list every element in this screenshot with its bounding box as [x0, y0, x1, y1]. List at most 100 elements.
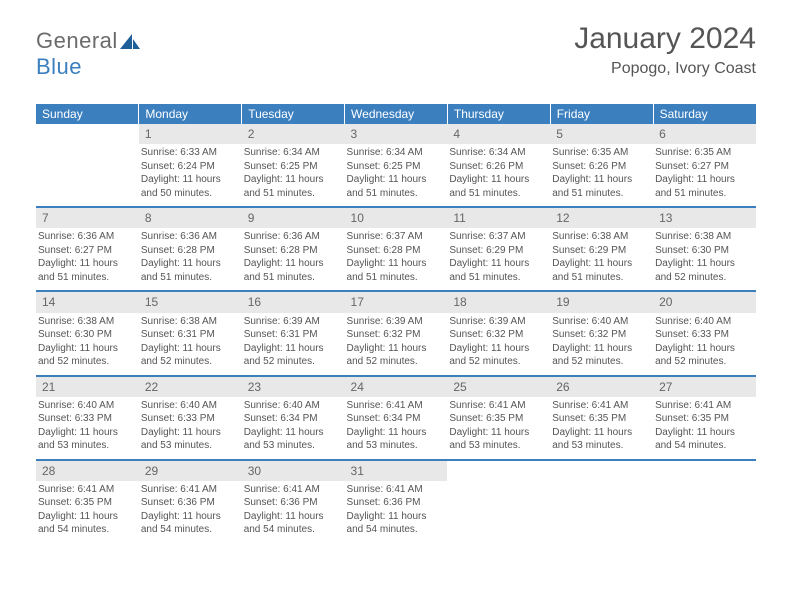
weekday-header: Thursday [447, 104, 550, 124]
weekday-header-row: SundayMondayTuesdayWednesdayThursdayFrid… [36, 104, 756, 124]
daylight-line: Daylight: 11 hours and 51 minutes. [449, 257, 546, 284]
month-year: January 2024 [574, 22, 756, 56]
day-details: Sunrise: 6:37 AMSunset: 6:28 PMDaylight:… [345, 228, 448, 284]
day-number: 15 [139, 292, 242, 312]
daylight-line: Daylight: 11 hours and 54 minutes. [347, 510, 444, 537]
calendar-cell: 20Sunrise: 6:40 AMSunset: 6:33 PMDayligh… [653, 291, 756, 375]
calendar-row: 7Sunrise: 6:36 AMSunset: 6:27 PMDaylight… [36, 207, 756, 291]
calendar-cell: 13Sunrise: 6:38 AMSunset: 6:30 PMDayligh… [653, 207, 756, 291]
sunrise-line: Sunrise: 6:40 AM [141, 399, 238, 413]
day-number: 12 [550, 208, 653, 228]
day-number: 23 [242, 377, 345, 397]
daylight-line: Daylight: 11 hours and 52 minutes. [552, 342, 649, 369]
day-details: Sunrise: 6:34 AMSunset: 6:25 PMDaylight:… [242, 144, 345, 200]
sunrise-line: Sunrise: 6:40 AM [552, 315, 649, 329]
day-details: Sunrise: 6:41 AMSunset: 6:36 PMDaylight:… [242, 481, 345, 537]
day-details: Sunrise: 6:40 AMSunset: 6:33 PMDaylight:… [139, 397, 242, 453]
daylight-line: Daylight: 11 hours and 51 minutes. [552, 257, 649, 284]
weekday-header: Monday [139, 104, 242, 124]
logo-text-1: General [36, 28, 118, 53]
sunset-line: Sunset: 6:25 PM [244, 160, 341, 174]
sunset-line: Sunset: 6:35 PM [38, 496, 135, 510]
day-number: 16 [242, 292, 345, 312]
calendar-row: 14Sunrise: 6:38 AMSunset: 6:30 PMDayligh… [36, 291, 756, 375]
title-block: January 2024 Popogo, Ivory Coast [574, 22, 756, 78]
daylight-line: Daylight: 11 hours and 52 minutes. [347, 342, 444, 369]
sunrise-line: Sunrise: 6:39 AM [449, 315, 546, 329]
daylight-line: Daylight: 11 hours and 51 minutes. [347, 257, 444, 284]
daylight-line: Daylight: 11 hours and 52 minutes. [655, 257, 752, 284]
daylight-line: Daylight: 11 hours and 52 minutes. [141, 342, 238, 369]
calendar-cell [36, 124, 139, 207]
daylight-line: Daylight: 11 hours and 52 minutes. [655, 342, 752, 369]
calendar-cell: 4Sunrise: 6:34 AMSunset: 6:26 PMDaylight… [447, 124, 550, 207]
day-details: Sunrise: 6:33 AMSunset: 6:24 PMDaylight:… [139, 144, 242, 200]
day-number: 19 [550, 292, 653, 312]
daylight-line: Daylight: 11 hours and 54 minutes. [141, 510, 238, 537]
calendar-cell: 19Sunrise: 6:40 AMSunset: 6:32 PMDayligh… [550, 291, 653, 375]
sunset-line: Sunset: 6:30 PM [655, 244, 752, 258]
calendar-cell: 11 Sunrise: 6:37 AMSunset: 6:29 PMDayligh… [447, 207, 550, 291]
daylight-line: Daylight: 11 hours and 54 minutes. [655, 426, 752, 453]
sunrise-line: Sunrise: 6:41 AM [655, 399, 752, 413]
sunset-line: Sunset: 6:26 PM [449, 160, 546, 174]
day-number: 30 [242, 461, 345, 481]
calendar-cell: 22Sunrise: 6:40 AMSunset: 6:33 PMDayligh… [139, 376, 242, 460]
calendar-cell: 26Sunrise: 6:41 AMSunset: 6:35 PMDayligh… [550, 376, 653, 460]
calendar-row: 28Sunrise: 6:41 AMSunset: 6:35 PMDayligh… [36, 460, 756, 543]
day-number: 7 [36, 208, 139, 228]
day-number: 31 [345, 461, 448, 481]
sunset-line: Sunset: 6:25 PM [347, 160, 444, 174]
calendar-row: 21Sunrise: 6:40 AMSunset: 6:33 PMDayligh… [36, 376, 756, 460]
day-details: Sunrise: 6:34 AMSunset: 6:25 PMDaylight:… [345, 144, 448, 200]
sunset-line: Sunset: 6:27 PM [655, 160, 752, 174]
daylight-line: Daylight: 11 hours and 51 minutes. [552, 173, 649, 200]
calendar-table: SundayMondayTuesdayWednesdayThursdayFrid… [36, 104, 756, 543]
day-number: 27 [653, 377, 756, 397]
day-number: 3 [345, 124, 448, 144]
day-details: Sunrise: 6:41 AMSunset: 6:35 PMDaylight:… [36, 481, 139, 537]
logo-sail-icon [120, 34, 142, 52]
calendar-cell [653, 460, 756, 543]
daylight-line: Daylight: 11 hours and 51 minutes. [38, 257, 135, 284]
sunrise-line: Sunrise: 6:41 AM [347, 399, 444, 413]
logo: General Blue [36, 28, 142, 80]
calendar-cell: 30Sunrise: 6:41 AMSunset: 6:36 PMDayligh… [242, 460, 345, 543]
day-number: 21 [36, 377, 139, 397]
sunrise-line: Sunrise: 6:37 AM [449, 230, 546, 244]
calendar-cell: 7Sunrise: 6:36 AMSunset: 6:27 PMDaylight… [36, 207, 139, 291]
day-details: Sunrise: 6:39 AMSunset: 6:31 PMDaylight:… [242, 313, 345, 369]
day-details: Sunrise: 6:36 AMSunset: 6:27 PMDaylight:… [36, 228, 139, 284]
calendar-row: 1Sunrise: 6:33 AMSunset: 6:24 PMDaylight… [36, 124, 756, 207]
day-number: 11 [447, 208, 550, 228]
sunrise-line: Sunrise: 6:36 AM [141, 230, 238, 244]
weekday-header: Sunday [36, 104, 139, 124]
calendar-cell: 3Sunrise: 6:34 AMSunset: 6:25 PMDaylight… [345, 124, 448, 207]
sunset-line: Sunset: 6:31 PM [244, 328, 341, 342]
day-details: Sunrise: 6:39 AMSunset: 6:32 PMDaylight:… [345, 313, 448, 369]
calendar-cell: 12Sunrise: 6:38 AMSunset: 6:29 PMDayligh… [550, 207, 653, 291]
day-number: 26 [550, 377, 653, 397]
sunset-line: Sunset: 6:29 PM [552, 244, 649, 258]
calendar-cell: 28Sunrise: 6:41 AMSunset: 6:35 PMDayligh… [36, 460, 139, 543]
daylight-line: Daylight: 11 hours and 53 minutes. [347, 426, 444, 453]
location: Popogo, Ivory Coast [574, 60, 756, 78]
calendar-cell [550, 460, 653, 543]
logo-text-2: Blue [36, 54, 82, 79]
day-details: Sunrise: 6:40 AMSunset: 6:34 PMDaylight:… [242, 397, 345, 453]
sunrise-line: Sunrise: 6:41 AM [244, 483, 341, 497]
sunset-line: Sunset: 6:35 PM [552, 412, 649, 426]
daylight-line: Daylight: 11 hours and 50 minutes. [141, 173, 238, 200]
daylight-line: Daylight: 11 hours and 52 minutes. [38, 342, 135, 369]
sunset-line: Sunset: 6:29 PM [449, 244, 546, 258]
day-details: Sunrise: 6:35 AMSunset: 6:27 PMDaylight:… [653, 144, 756, 200]
calendar-cell: 1Sunrise: 6:33 AMSunset: 6:24 PMDaylight… [139, 124, 242, 207]
sunrise-line: Sunrise: 6:38 AM [655, 230, 752, 244]
sunset-line: Sunset: 6:32 PM [347, 328, 444, 342]
sunset-line: Sunset: 6:36 PM [244, 496, 341, 510]
sunrise-line: Sunrise: 6:34 AM [347, 146, 444, 160]
day-details: Sunrise: 6:41 AMSunset: 6:36 PMDaylight:… [139, 481, 242, 537]
calendar-cell: 6Sunrise: 6:35 AMSunset: 6:27 PMDaylight… [653, 124, 756, 207]
calendar-cell: 27Sunrise: 6:41 AMSunset: 6:35 PMDayligh… [653, 376, 756, 460]
calendar-cell: 25Sunrise: 6:41 AMSunset: 6:35 PMDayligh… [447, 376, 550, 460]
